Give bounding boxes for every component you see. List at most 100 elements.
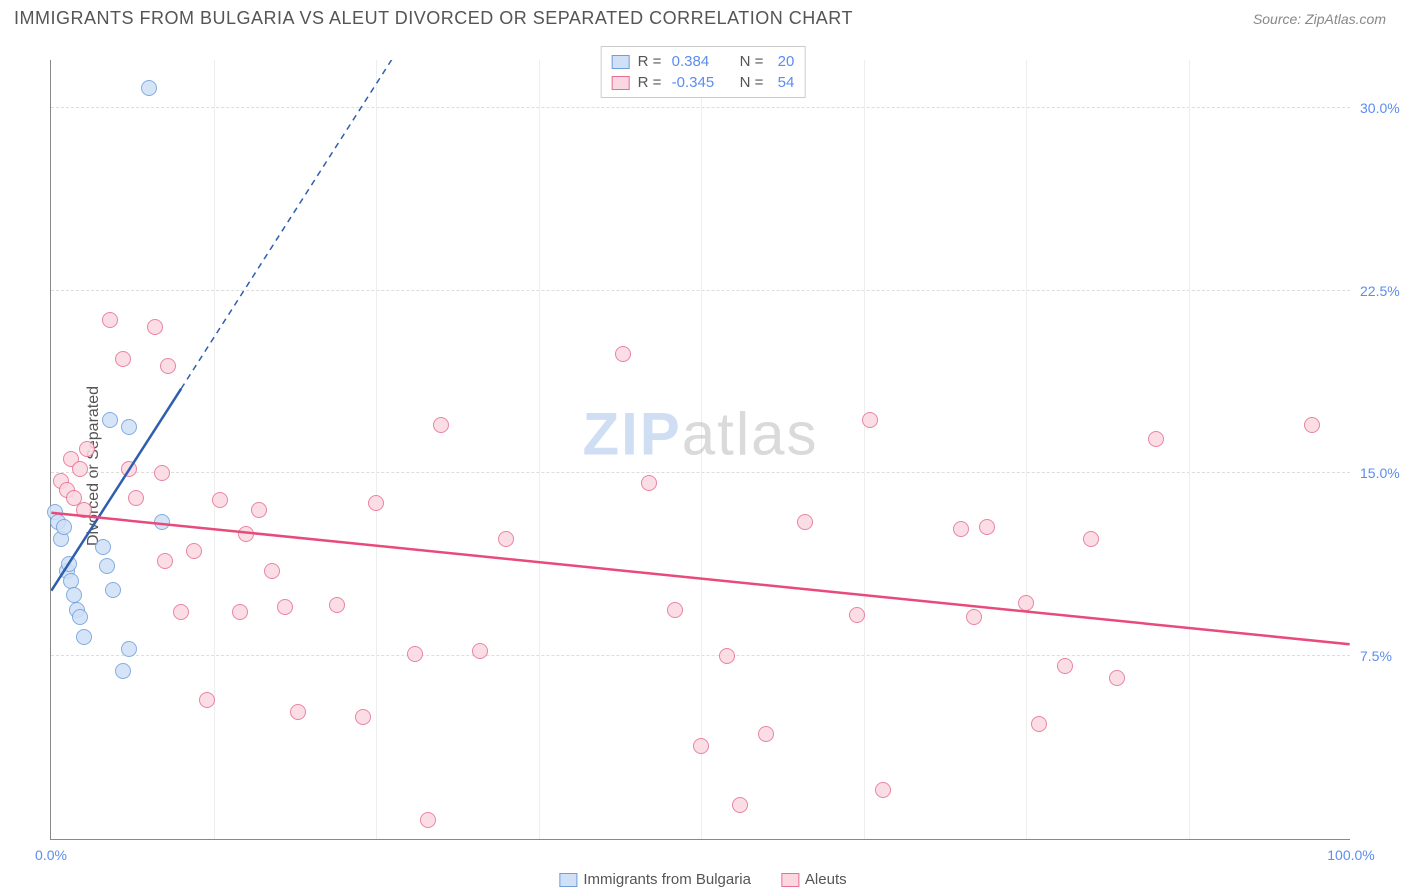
legend-stat-row: R = 0.384 N = 20 <box>612 51 795 72</box>
y-tick-label: 22.5% <box>1360 283 1406 299</box>
gridline-v <box>701 60 702 839</box>
legend-swatch <box>612 76 630 90</box>
n-label: N = <box>740 53 770 70</box>
data-point <box>102 312 118 328</box>
gridline-v <box>539 60 540 839</box>
n-label: N = <box>740 74 770 91</box>
data-point <box>1057 658 1073 674</box>
data-point <box>875 782 891 798</box>
data-point <box>732 797 748 813</box>
n-value: 20 <box>778 53 795 70</box>
data-point <box>147 319 163 335</box>
data-point <box>238 526 254 542</box>
data-point <box>1018 595 1034 611</box>
watermark-atlas: atlas <box>682 400 819 467</box>
r-value: -0.345 <box>672 74 732 91</box>
legend-stat-row: R = -0.345 N = 54 <box>612 72 795 93</box>
data-point <box>115 663 131 679</box>
chart-header: IMMIGRANTS FROM BULGARIA VS ALEUT DIVORC… <box>0 0 1406 33</box>
data-point <box>186 543 202 559</box>
data-point <box>966 609 982 625</box>
legend-series: Immigrants from Bulgaria Aleuts <box>559 871 846 888</box>
data-point <box>1031 716 1047 732</box>
data-point <box>79 441 95 457</box>
legend-swatch <box>612 55 630 69</box>
x-tick-label: 100.0% <box>1327 847 1374 863</box>
data-point <box>355 709 371 725</box>
data-point <box>264 563 280 579</box>
legend-swatch <box>781 873 799 887</box>
y-tick-label: 30.0% <box>1360 100 1406 116</box>
data-point <box>212 492 228 508</box>
data-point <box>758 726 774 742</box>
data-point <box>141 80 157 96</box>
data-point <box>693 738 709 754</box>
data-point <box>72 609 88 625</box>
data-point <box>667 602 683 618</box>
data-point <box>99 558 115 574</box>
data-point <box>157 553 173 569</box>
r-value: 0.384 <box>672 53 732 70</box>
data-point <box>72 461 88 477</box>
data-point <box>173 604 189 620</box>
gridline-v <box>1189 60 1190 839</box>
plot-region: ZIPatlas 7.5%15.0%22.5%30.0%0.0%100.0% <box>50 60 1350 840</box>
x-tick-label: 0.0% <box>35 847 67 863</box>
gridline-v <box>214 60 215 839</box>
data-point <box>102 412 118 428</box>
data-point <box>420 812 436 828</box>
data-point <box>121 641 137 657</box>
legend-label: Aleuts <box>805 871 847 888</box>
data-point <box>232 604 248 620</box>
legend-swatch <box>559 873 577 887</box>
source-label: Source: ZipAtlas.com <box>1253 11 1386 27</box>
data-point <box>61 556 77 572</box>
data-point <box>76 629 92 645</box>
watermark-zip: ZIP <box>582 400 681 467</box>
data-point <box>76 502 92 518</box>
data-point <box>953 521 969 537</box>
legend-stats: R = 0.384 N = 20 R = -0.345 N = 54 <box>601 46 806 98</box>
data-point <box>56 519 72 535</box>
data-point <box>407 646 423 662</box>
chart-area: Divorced or Separated ZIPatlas 7.5%15.0%… <box>0 40 1406 892</box>
data-point <box>1304 417 1320 433</box>
y-tick-label: 15.0% <box>1360 465 1406 481</box>
legend-label: Immigrants from Bulgaria <box>583 871 751 888</box>
gridline-v <box>376 60 377 839</box>
data-point <box>641 475 657 491</box>
data-point <box>719 648 735 664</box>
data-point <box>115 351 131 367</box>
data-point <box>1083 531 1099 547</box>
n-value: 54 <box>778 74 795 91</box>
data-point <box>1148 431 1164 447</box>
data-point <box>66 587 82 603</box>
data-point <box>160 358 176 374</box>
r-label: R = <box>638 53 664 70</box>
data-point <box>121 419 137 435</box>
data-point <box>105 582 121 598</box>
data-point <box>433 417 449 433</box>
legend-item: Immigrants from Bulgaria <box>559 871 751 888</box>
data-point <box>472 643 488 659</box>
data-point <box>63 573 79 589</box>
data-point <box>95 539 111 555</box>
data-point <box>154 514 170 530</box>
data-point <box>290 704 306 720</box>
data-point <box>368 495 384 511</box>
data-point <box>862 412 878 428</box>
data-point <box>979 519 995 535</box>
data-point <box>1109 670 1125 686</box>
data-point <box>498 531 514 547</box>
data-point <box>154 465 170 481</box>
data-point <box>251 502 267 518</box>
gridline-v <box>1026 60 1027 839</box>
data-point <box>199 692 215 708</box>
chart-title: IMMIGRANTS FROM BULGARIA VS ALEUT DIVORC… <box>14 8 853 29</box>
data-point <box>849 607 865 623</box>
gridline-v <box>864 60 865 839</box>
data-point <box>797 514 813 530</box>
data-point <box>615 346 631 362</box>
y-tick-label: 7.5% <box>1360 648 1406 664</box>
data-point <box>329 597 345 613</box>
